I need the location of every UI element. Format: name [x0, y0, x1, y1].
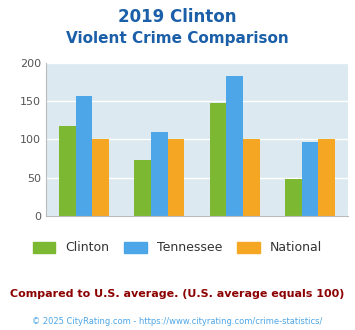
Bar [168, 139, 184, 216]
Text: © 2025 CityRating.com - https://www.cityrating.com/crime-statistics/: © 2025 CityRating.com - https://www.city… [32, 317, 323, 326]
Bar [92, 139, 109, 216]
Bar [135, 160, 151, 216]
Text: Violent Crime Comparison: Violent Crime Comparison [66, 31, 289, 46]
Bar [285, 179, 302, 216]
Text: 2019 Clinton: 2019 Clinton [118, 8, 237, 26]
Legend: Clinton, Tennessee, National: Clinton, Tennessee, National [28, 236, 327, 259]
Bar [151, 132, 168, 216]
Bar [302, 142, 318, 216]
Bar [210, 103, 226, 216]
Bar [243, 139, 260, 216]
Bar [76, 96, 92, 216]
Bar [318, 139, 335, 216]
Bar [226, 76, 243, 216]
Bar [59, 126, 76, 216]
Text: Compared to U.S. average. (U.S. average equals 100): Compared to U.S. average. (U.S. average … [10, 289, 345, 299]
